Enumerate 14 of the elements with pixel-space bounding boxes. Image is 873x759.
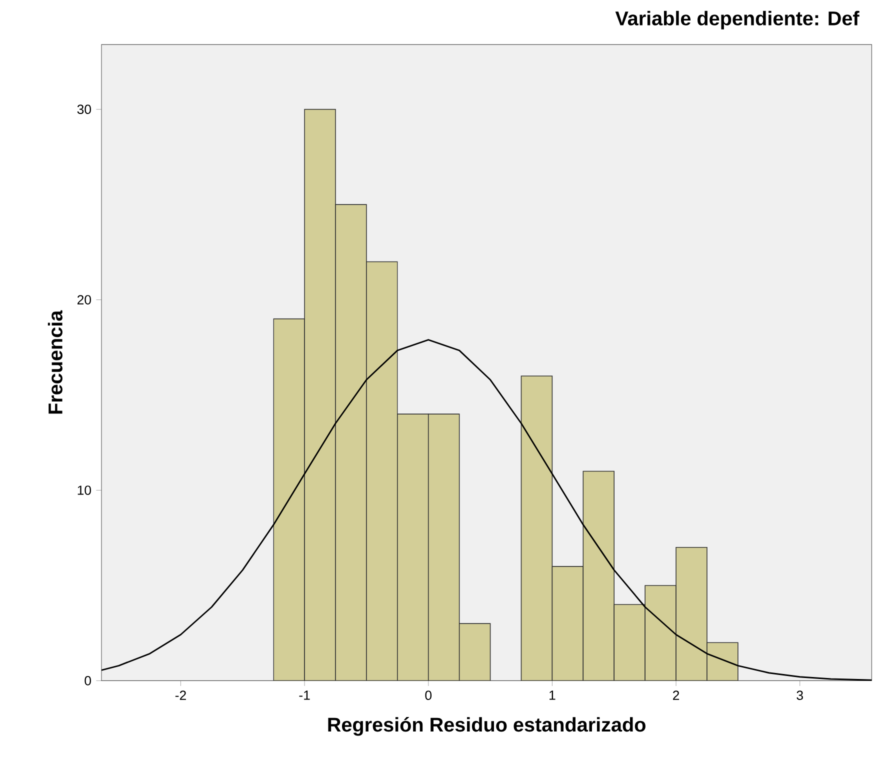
- x-tick-label: -1: [299, 690, 310, 700]
- y-axis-title: Frecuencia: [48, 310, 62, 414]
- x-tick-label: -2: [175, 690, 186, 700]
- line-series: [101, 339, 872, 681]
- y-tick-label: 10: [78, 486, 92, 495]
- y-tick-label: 20: [77, 295, 92, 304]
- y-tick-label: 0: [84, 676, 92, 686]
- x-tick-label: 3: [796, 690, 803, 700]
- x-tick-label: 0: [425, 690, 432, 700]
- chart-title: Variable dependiente: Def: [615, 10, 860, 30]
- x-tick-label: 1: [550, 690, 556, 700]
- y-tick-label: 30: [77, 104, 92, 114]
- x-tick-label: 2: [673, 690, 680, 700]
- x-axis-title: Regresión Residuo estandarizado: [328, 717, 646, 736]
